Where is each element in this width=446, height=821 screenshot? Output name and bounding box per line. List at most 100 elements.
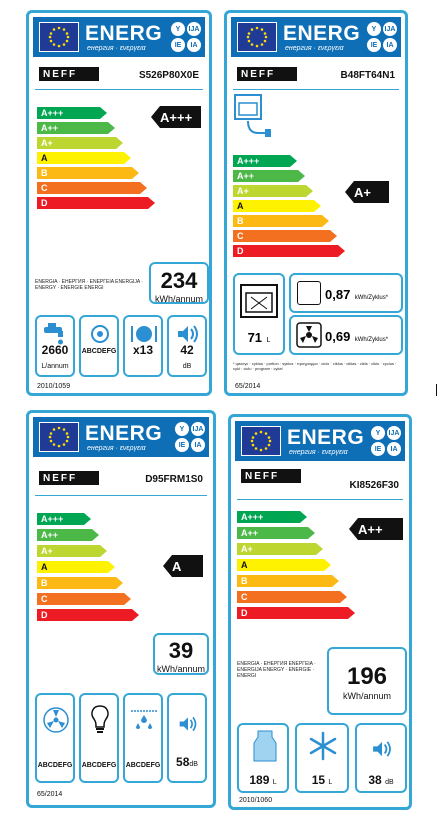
scale-bar-b: B <box>237 575 339 587</box>
lang-ie: IE <box>367 38 381 52</box>
energ-subtitle: енергия · ενεργεια <box>87 44 146 52</box>
drying-class: ABCDEFG <box>81 348 117 355</box>
fresh-food-icon <box>253 730 277 762</box>
lang-y: Y <box>371 426 385 440</box>
language-circles: Y IJA IE IA <box>171 22 201 52</box>
model-number: B48FT64N1 <box>340 70 395 81</box>
lang-ija: IJA <box>187 22 201 36</box>
scale-bar-a2: A++ <box>37 529 99 541</box>
scale-bar-c: C <box>237 591 347 603</box>
consumption-unit: kWh/annum <box>342 691 392 701</box>
noise-value: 42 dB <box>180 343 194 370</box>
water-consumption-box: 2660 L/annum <box>35 315 75 377</box>
scale-bar-d: D <box>237 607 355 619</box>
lang-y: Y <box>367 22 381 36</box>
lang-ija: IJA <box>383 22 397 36</box>
consumption-value: 39 <box>168 638 194 663</box>
scale-bar-c: C <box>233 230 337 242</box>
noise-value: 38 dB <box>368 773 394 787</box>
regulation-number: 2010/1060 <box>239 797 273 804</box>
lang-ia: IA <box>187 38 201 52</box>
scale-bar-a3: A+++ <box>233 155 297 167</box>
scale-bar-a1: A+ <box>237 543 323 555</box>
lang-ie: IE <box>175 438 189 452</box>
consumption-box: 234 kWh/annum <box>149 262 209 304</box>
energy-label-fridge-freezer: ENERG енергия · ενεργεια Y IJA IE IA NEF… <box>228 414 412 810</box>
lighting-class: ABCDEFG <box>81 762 117 769</box>
oven-plug-icon <box>234 94 271 137</box>
noise-value: 58dB <box>176 755 198 769</box>
lang-y: Y <box>171 22 185 36</box>
separator <box>35 89 203 90</box>
label-header: ENERG енергия · ενεργεια Y IJA IE IA <box>33 417 209 457</box>
freezer-volume-box: 15 L <box>295 723 349 793</box>
scale-bar-a: A <box>233 200 321 212</box>
energ-title: ENERG <box>85 421 163 445</box>
energ-title: ENERG <box>287 425 365 449</box>
freezer-snowflake-icon <box>309 731 337 761</box>
separator <box>237 499 403 500</box>
eu-flag-icon <box>39 422 79 452</box>
lang-ija: IJA <box>387 426 401 440</box>
scale-bar-a3: A+++ <box>37 107 107 119</box>
consumption-unit: kWh/annum <box>154 294 204 304</box>
place-settings-value: x13 <box>132 343 154 357</box>
scale-bar-a2: A++ <box>237 527 315 539</box>
rating-arrow: A+++ <box>151 106 201 128</box>
energ-title: ENERG <box>283 21 361 45</box>
regulation-number: 65/2014 <box>235 383 261 390</box>
scale-bar-a: A <box>37 561 115 573</box>
scale-bar-a: A <box>37 152 131 164</box>
energy-label-cooker-hood: ENERG енергия · ενεργεια Y IJA IE IA NEF… <box>26 410 216 808</box>
lang-ie: IE <box>171 38 185 52</box>
eu-flag-icon <box>39 22 79 52</box>
volume-box: 71 L <box>233 273 285 355</box>
volume-value: 71 L <box>247 330 271 345</box>
fresh-volume-value: 189 L <box>249 773 277 787</box>
consumption-box: 196 kWh/annum <box>327 647 407 715</box>
fresh-volume-box: 189 L <box>237 723 289 793</box>
energ-subtitle: енергия · ενεργεια <box>289 448 348 456</box>
drying-class-box: ABCDEFG <box>79 315 119 377</box>
scale-bar-a3: A+++ <box>37 513 91 525</box>
scale-bar-b: B <box>37 577 123 589</box>
eu-flag-icon <box>237 22 277 52</box>
regulation-number: 2010/1059 <box>37 383 71 390</box>
water-tap-icon <box>44 323 63 345</box>
model-number: S526P80X0E <box>138 70 199 81</box>
cycle-footnote: * циклус · cyklus · portion · syklus · π… <box>233 361 397 371</box>
fluid-dynamic-box: ABCDEFG <box>35 693 75 783</box>
energy-words: ENERGIA · ЕНЕРГИЯ ΕΝΕΡΓΕΙΑ · ENERGIJA EN… <box>237 661 316 679</box>
lighting-box: ABCDEFG <box>79 693 119 783</box>
brand-logo: NEFF <box>237 67 297 81</box>
scale-bar-c: C <box>37 182 147 194</box>
language-circles: Y IJA IE IA <box>371 426 401 456</box>
lang-ie: IE <box>371 442 385 456</box>
conventional-box: 0,87 kWh/Zyklus* <box>289 273 403 313</box>
eu-flag-icon <box>241 426 281 456</box>
lightbulb-icon <box>91 705 109 733</box>
noise-icon <box>178 325 198 343</box>
scale-bar-d: D <box>37 609 139 621</box>
scale-bar-c: C <box>37 593 131 605</box>
scale-bar-a3: A+++ <box>237 511 307 523</box>
energy-label-dishwasher: ENERG енергия · ενεργεια Y IJA IE IA NEF… <box>26 10 212 396</box>
noise-icon <box>373 741 391 757</box>
oven-icon <box>240 284 278 318</box>
scale-bar-d: D <box>37 197 155 209</box>
rating-arrow: A <box>163 555 203 577</box>
drying-icon <box>91 325 109 343</box>
fan-icon <box>43 707 69 733</box>
lang-ia: IA <box>383 38 397 52</box>
water-value: 2660 L/annum <box>41 343 69 370</box>
scale-bar-a1: A+ <box>37 137 123 149</box>
lang-y: Y <box>175 422 189 436</box>
lang-ija: IJA <box>191 422 205 436</box>
grease-filter-box: ABCDEFG <box>123 693 163 783</box>
energ-subtitle: енергия · ενεργεια <box>285 44 344 52</box>
brand-logo: NEFF <box>241 469 301 483</box>
noise-box: 38 dB <box>355 723 407 793</box>
grease-filter-class: ABCDEFG <box>125 762 161 769</box>
consumption-value: 196 <box>346 663 388 690</box>
